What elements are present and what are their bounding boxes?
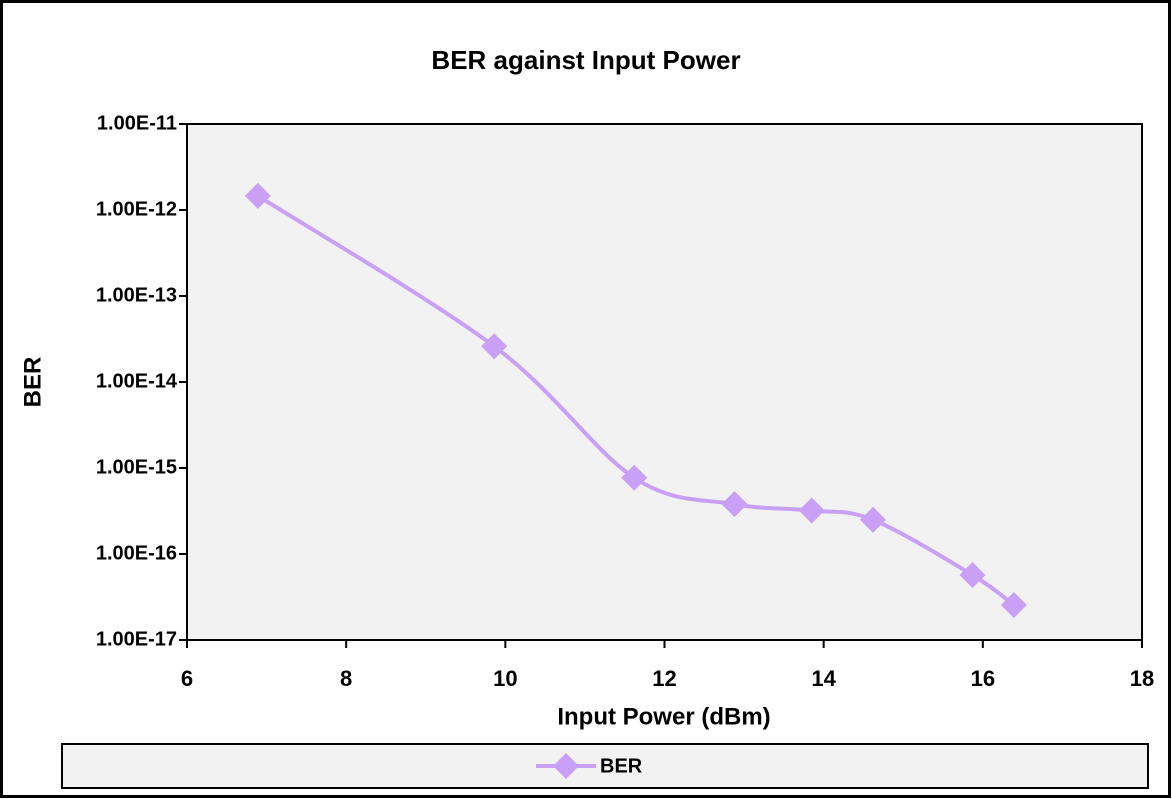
x-axis-label: Input Power (dBm) <box>557 703 770 730</box>
x-tick-label: 12 <box>652 666 676 691</box>
y-tick-label: 1.00E-12 <box>96 198 177 220</box>
point <box>244 182 271 209</box>
point <box>621 464 648 491</box>
y-tick-label: 1.00E-15 <box>96 456 177 478</box>
x-tick-label: 16 <box>971 666 995 691</box>
x-tick-label: 10 <box>493 666 517 691</box>
chart-title: BER against Input Power <box>431 45 740 75</box>
point <box>959 561 986 588</box>
y-tick-label: 1.00E-16 <box>96 542 177 564</box>
legend-label: BER <box>600 755 643 777</box>
point <box>798 497 825 524</box>
point <box>1000 592 1027 619</box>
x-tick-label: 14 <box>811 666 836 691</box>
y-tick-label: 1.00E-13 <box>96 284 177 306</box>
point <box>721 491 748 518</box>
point <box>481 333 508 360</box>
plot-area <box>186 123 1143 641</box>
y-axis-label: BER <box>19 357 46 408</box>
y-tick-label: 1.00E-11 <box>97 112 177 134</box>
y-tick-label: 1.00E-17 <box>96 628 177 650</box>
legend <box>61 743 1149 789</box>
x-tick-label: 6 <box>181 666 193 691</box>
legend-marker <box>553 753 579 779</box>
y-tick-label: 1.00E-14 <box>96 370 178 392</box>
point <box>860 506 887 533</box>
x-tick-label: 18 <box>1130 666 1154 691</box>
x-tick-label: 8 <box>340 666 352 691</box>
